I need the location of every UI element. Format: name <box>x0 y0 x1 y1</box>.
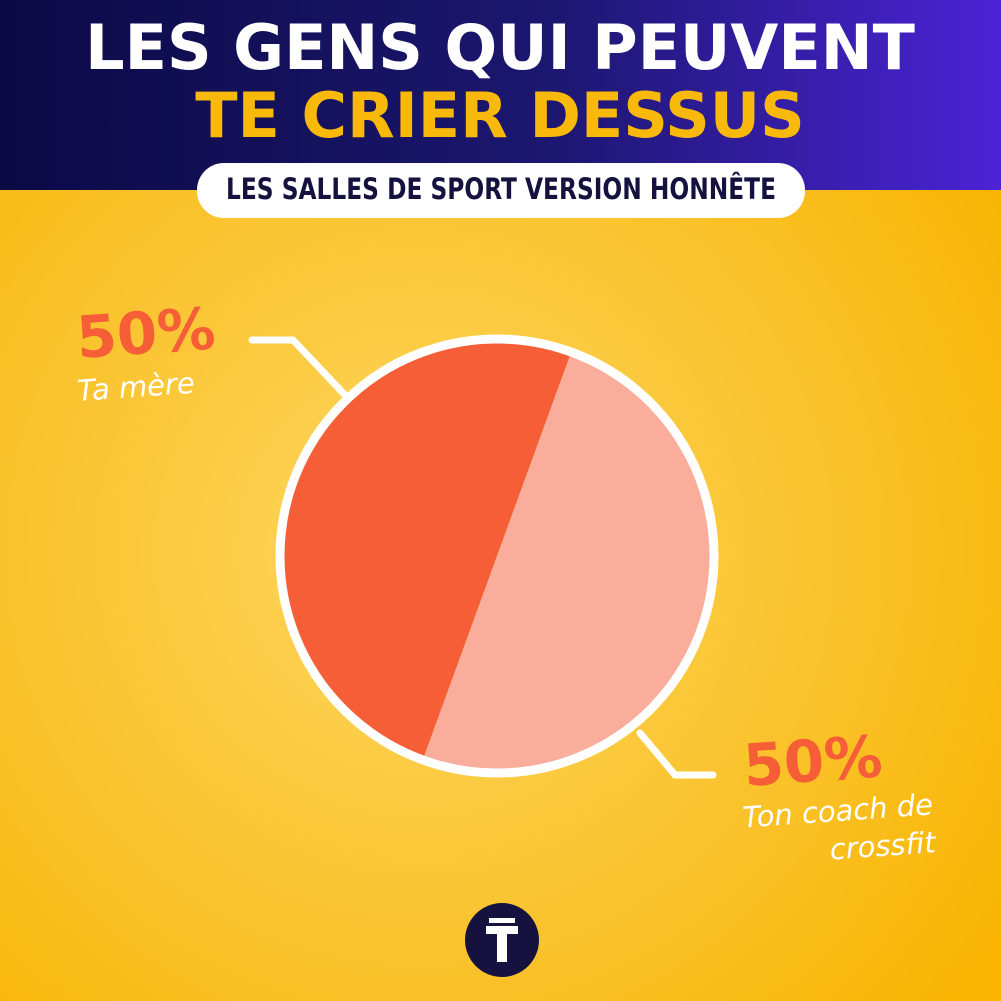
pie-slice <box>280 339 572 760</box>
title-line: TE CRIER DESSUS <box>195 79 805 152</box>
leader-line <box>248 336 349 399</box>
header <box>0 0 1001 190</box>
pie-outline <box>275 334 719 778</box>
leader-line <box>636 729 717 779</box>
value-label: 50% <box>74 294 217 372</box>
pie-slice <box>422 352 714 773</box>
category-label: Ton coach de crossfit <box>741 787 937 867</box>
pie <box>275 334 719 778</box>
subtitle-pill <box>197 163 805 218</box>
subtitle: LES SALLES DE SPORT VERSION HONNÊTE <box>226 172 776 206</box>
value-label: 50% <box>741 722 884 800</box>
logo-mark <box>486 918 518 962</box>
title-line: LES GENS QUI PEUVENT <box>85 11 915 84</box>
